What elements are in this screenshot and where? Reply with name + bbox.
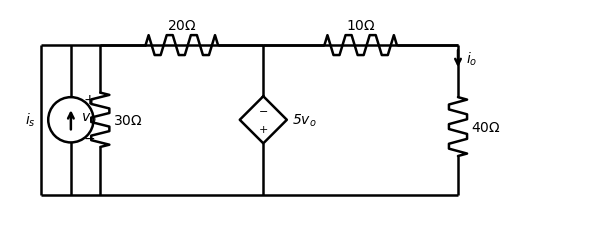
Text: −: − [258,106,268,116]
Text: −: − [83,131,95,145]
Text: 20$\Omega$: 20$\Omega$ [167,19,196,33]
Text: $v_o$: $v_o$ [81,111,97,125]
Text: 40$\Omega$: 40$\Omega$ [471,120,500,134]
Text: $i_o$: $i_o$ [466,51,477,68]
Text: 30$\Omega$: 30$\Omega$ [113,113,143,127]
Text: $i_s$: $i_s$ [25,112,36,129]
Text: 10$\Omega$: 10$\Omega$ [346,19,376,33]
Text: +: + [258,124,268,134]
Text: 5$v_o$: 5$v_o$ [292,112,317,128]
Text: +: + [83,93,95,107]
